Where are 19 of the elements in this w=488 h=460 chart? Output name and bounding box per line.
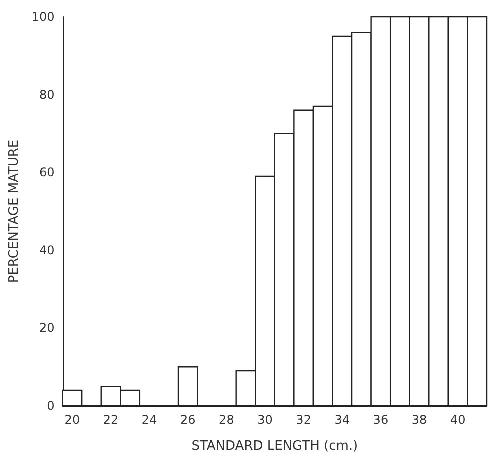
x-axis-title: STANDARD LENGTH (cm.): [192, 439, 358, 454]
y-tick-label: 60: [40, 166, 55, 180]
x-tick-label: 38: [412, 413, 428, 427]
y-axis-title: PERCENTAGE MATURE: [7, 140, 22, 284]
y-tick-label: 20: [40, 321, 55, 336]
x-tick-label: 22: [103, 413, 119, 427]
x-tick-label: 20: [64, 413, 80, 427]
x-tick-label: 28: [219, 413, 234, 427]
y-tick-label: 0: [47, 399, 55, 413]
y-tick-label: 80: [40, 88, 55, 102]
x-tick-label: 30: [258, 413, 273, 427]
x-tick-label: 36: [373, 413, 389, 427]
y-tick-label: 40: [40, 243, 55, 258]
x-tick-label: 32: [296, 413, 312, 427]
x-tick-label: 34: [334, 413, 350, 427]
x-tick-label: 26: [180, 413, 196, 427]
x-tick-label: 40: [450, 413, 466, 427]
y-tick-label: 100: [32, 10, 55, 24]
x-tick-label: 24: [142, 413, 158, 427]
